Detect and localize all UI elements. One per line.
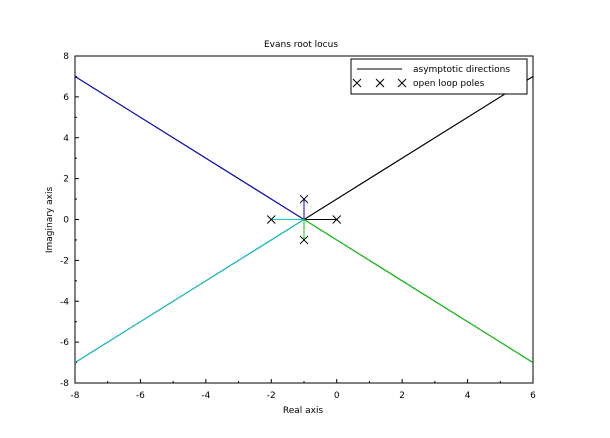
y-tick-label: 6 xyxy=(63,93,69,103)
legend-label-asymptotic-directions: asymptotic directions xyxy=(413,65,510,75)
pole-marker xyxy=(299,194,309,204)
y-tick-label: 4 xyxy=(63,134,69,144)
x-tick-label: 4 xyxy=(465,391,471,401)
x-tick-label: 0 xyxy=(334,391,340,401)
y-tick-label: -8 xyxy=(60,379,69,389)
pole-marker xyxy=(299,235,309,245)
x-tick-label: -8 xyxy=(71,391,80,401)
pole-marker xyxy=(332,215,342,224)
y-tick-label: -2 xyxy=(60,256,69,266)
legend-label-open-loop-poles: open loop poles xyxy=(413,79,485,89)
locus-branch-4 xyxy=(302,76,534,220)
x-tick-label: -6 xyxy=(136,391,145,401)
x-tick-label: 2 xyxy=(399,391,405,401)
x-tick-label: -2 xyxy=(267,391,276,401)
x-tick-label: -4 xyxy=(201,391,210,401)
y-tick-label: -4 xyxy=(60,297,69,307)
locus-branch-7 xyxy=(303,218,534,363)
pole-marker xyxy=(266,215,276,224)
y-tick-label: 2 xyxy=(63,175,69,185)
legend-box xyxy=(350,58,528,95)
locus-branch-6 xyxy=(74,219,306,363)
legend: asymptotic directions open loop poles xyxy=(350,58,528,95)
legend-x-marker-swatch xyxy=(352,78,407,88)
chart-title: Evans root locus xyxy=(264,40,338,50)
locus-branch-5 xyxy=(74,76,305,221)
pole-markers xyxy=(266,194,342,245)
axis-ticks: -8 -6 -4 -2 0 2 4 6 8 6 4 2 0 -2 -4 -6 -8 xyxy=(60,52,536,401)
y-axis-label: Imaginary axis xyxy=(45,187,55,254)
plot-series xyxy=(74,76,534,363)
x-axis-label: Real axis xyxy=(283,406,324,416)
y-tick-label: 0 xyxy=(63,216,69,226)
x-tick-label: 6 xyxy=(530,391,536,401)
y-tick-label: 8 xyxy=(63,52,69,62)
y-tick-label: -6 xyxy=(60,338,69,348)
